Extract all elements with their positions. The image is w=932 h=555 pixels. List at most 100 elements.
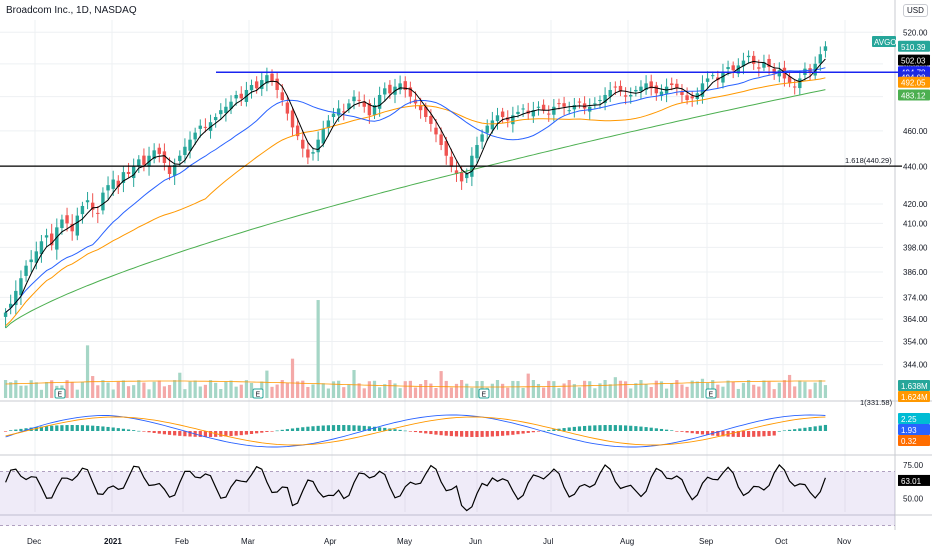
macd-hist-bar (460, 431, 464, 437)
candle-body (372, 105, 377, 115)
candle-body (224, 106, 228, 113)
macd-hist-bar (290, 428, 295, 431)
macd-hist-bar (547, 430, 551, 431)
earnings-marker-text: E (709, 392, 714, 399)
candle-body (167, 166, 172, 174)
volume-bar (439, 371, 443, 398)
macd-hist-bar (424, 431, 428, 434)
macd-hist-bar (275, 430, 279, 432)
volume-bar (731, 381, 735, 398)
candle-body (157, 147, 161, 154)
candle-body (403, 81, 407, 90)
volume-bar (429, 383, 433, 398)
volume-bar (75, 389, 79, 398)
volume-bar (50, 380, 54, 398)
macd-hist-bar (485, 431, 489, 437)
volume-bar (367, 381, 371, 398)
x-tick-label: Feb (175, 537, 189, 546)
macd-hist-bar (44, 426, 49, 431)
candle-body (295, 125, 300, 137)
volume-bar (424, 380, 428, 398)
candle-body (80, 205, 85, 215)
macd-hist-bar (234, 431, 238, 436)
macd-hist-bar (454, 431, 459, 437)
candle-body (511, 115, 515, 125)
candle-body (336, 108, 341, 116)
candle-body (746, 55, 751, 58)
volume-bar (593, 388, 597, 398)
volume-bar (408, 380, 412, 398)
volume-label-1: 1.638M (901, 382, 928, 391)
volume-bar (321, 383, 325, 398)
earnings-marker-0 (54, 388, 66, 399)
macd-hist-bar (157, 431, 161, 434)
macd-hist-bar (685, 431, 689, 433)
volume-bar (460, 380, 464, 398)
volume-bar (675, 380, 679, 398)
volume-bar (29, 380, 33, 398)
volume-label-1-bg (898, 380, 930, 391)
macd-hist-bar (342, 425, 346, 431)
x-tick-label: Jul (543, 537, 553, 546)
volume-bar (331, 381, 336, 398)
volume-bar (577, 387, 582, 398)
candle-body (249, 85, 254, 91)
macd-hist-bar (767, 431, 771, 436)
volume-bar (173, 380, 177, 398)
candle-body (639, 86, 643, 92)
macd-hist-bar (398, 429, 402, 431)
ma-long-line (5, 89, 826, 329)
volume-bar (818, 380, 822, 398)
volume-bar (618, 380, 623, 398)
candle-body (408, 87, 413, 97)
earnings-marker-text: E (58, 392, 63, 399)
candle-body (480, 134, 484, 142)
macd-hist-bar (567, 427, 571, 431)
candle-body (367, 103, 372, 116)
macd-hist-bar (316, 425, 320, 431)
volume-bar (803, 381, 807, 398)
macd-hist-bar (793, 429, 797, 431)
volume-bar (823, 385, 828, 398)
macd-hist-bar (19, 428, 23, 431)
volume-bar (121, 380, 126, 398)
macd-hist-bar (301, 427, 305, 431)
candle-body (434, 127, 438, 135)
macd-hist-bar (608, 425, 612, 431)
candle-body (659, 91, 664, 97)
macd-hist-bar (91, 425, 95, 431)
volume-bar (454, 383, 459, 398)
chart-title: Broadcom Inc., 1D, NASDAQ (6, 5, 137, 16)
candle-body (49, 233, 54, 246)
candle-body (623, 95, 628, 97)
volume-bar (178, 372, 182, 398)
macd-hist-bar (419, 431, 423, 433)
candle-body (767, 58, 771, 68)
volume-bar (685, 386, 689, 398)
volume-bar (664, 388, 669, 398)
y-tick-label: 374.00 (903, 293, 928, 302)
candle-body (280, 92, 284, 101)
candle-body (14, 290, 18, 306)
volume-bar (275, 384, 279, 398)
volume-bar (419, 384, 423, 398)
macd-hist-bar (429, 431, 433, 435)
candle-body (357, 99, 361, 101)
candle-body (254, 81, 259, 89)
macd-hist-bar (470, 431, 474, 437)
macd-label-1-bg (898, 413, 930, 424)
volume-bar (24, 385, 28, 398)
macd-hist-bar (695, 431, 699, 434)
candle-body (567, 110, 571, 112)
volume-bar (767, 381, 771, 398)
macd-label-3-bg (898, 435, 930, 446)
volume-bar (80, 381, 85, 398)
candle-body (762, 62, 766, 68)
macd-hist-bar (588, 425, 592, 431)
macd-hist-bar (24, 428, 28, 431)
currency-label[interactable]: USD (903, 4, 928, 17)
macd-hist-bar (818, 425, 822, 431)
candle-body (101, 192, 105, 211)
earnings-marker-2 (478, 388, 490, 399)
